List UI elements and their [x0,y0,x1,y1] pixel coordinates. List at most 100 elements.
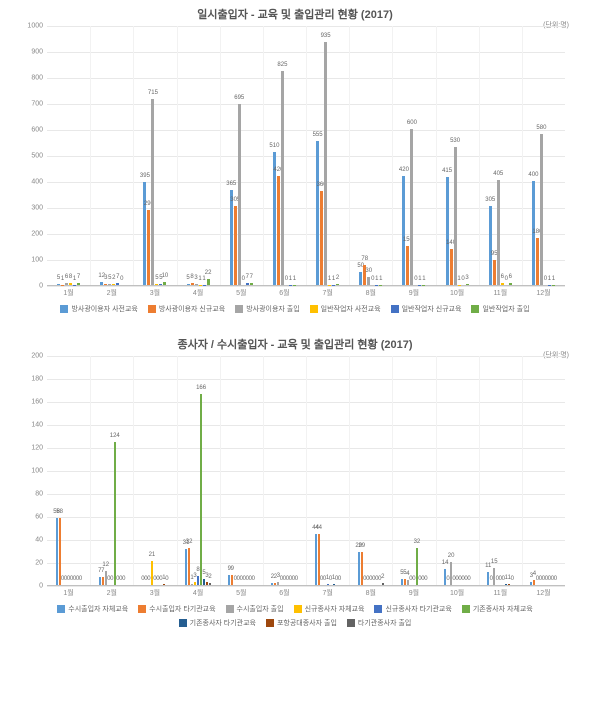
legend-swatch [57,605,65,613]
bar-value-label: 6 [509,274,512,280]
bar-value-label: 365 [226,181,236,187]
xtick-label: 5월 [220,286,263,298]
bar-value-label: 1 [552,276,555,282]
bar-value-label: 3 [465,275,468,281]
bar: 3 [277,582,279,585]
bar-value-label: 124 [110,433,120,439]
legend-swatch [374,605,382,613]
bar-value-label: 0 [252,576,255,582]
legend-swatch [226,605,234,613]
xtick-label: 9월 [392,586,435,598]
bar-group: 0002100010 [133,356,176,585]
legend-swatch [310,305,318,313]
bar-value-label: 0 [295,576,298,582]
ytick-label: 80 [19,491,43,498]
bar: 1 [333,584,335,585]
chart2-plot: 0204060801001201401601802005858000000077… [47,356,565,586]
chart1-title: 일시출입자 - 교육 및 출입관리 현황 (2017) [19,6,571,22]
xtick-label: 10월 [436,286,479,298]
bar: 825 [281,71,284,286]
legend-label: 방사광이용자 출입 [246,304,299,314]
ytick-label: 400 [19,179,43,186]
legend-label: 일반작업자 사전교육 [321,304,381,314]
legend-item: 기존종사자 타기관교육 [179,618,256,628]
bar-value-label: 7 [77,274,80,280]
legend-label: 일반작업자 신규교육 [402,304,462,314]
legend-swatch [60,305,68,313]
bar-value-label: 7 [116,274,119,280]
bar-value-label: 30 [365,268,372,274]
xtick-label: 4월 [177,286,220,298]
bar: 305 [234,206,237,285]
xtick-label: 2월 [90,286,133,298]
bar-value-label: 3 [104,275,107,281]
bar-value-label: 1 [61,276,64,282]
xtick-label: 4월 [177,586,220,598]
bar: 580 [540,134,543,285]
bar: 8 [191,283,194,285]
bar-value-label: 8 [69,274,72,280]
bar: 2 [112,284,115,285]
bar: 8 [197,576,199,585]
bar-value-label: 78 [361,256,368,262]
bar-value-label: 20 [448,553,455,559]
bar-value-label: 1 [418,276,421,282]
bar: 555 [316,141,319,285]
ytick-label: 300 [19,205,43,212]
legend-item: 일반작업자 사전교육 [310,304,381,314]
bar-value-label: 530 [450,138,460,144]
legend-label: 기존종사자 타기관교육 [190,618,256,628]
xtick-label: 12월 [522,586,565,598]
bar-value-label: 2 [112,275,115,281]
ytick-label: 700 [19,101,43,108]
bar: 290 [147,210,150,285]
bar: 1 [327,584,329,585]
bar-value-label: 1 [332,276,335,282]
bar: 420 [402,176,405,285]
ytick-label: 100 [19,257,43,264]
ytick-label: 0 [19,283,43,290]
bar: 7 [246,283,249,285]
bar-value-label: 2 [381,574,384,580]
bar-group: 30595405606 [479,26,522,285]
ytick-label: 20 [19,560,43,567]
bar-group: 555360935112 [306,26,349,285]
bar-value-label: 0 [371,276,374,282]
bar-value-label: 6 [65,274,68,280]
bar: 405 [497,180,500,285]
legend-swatch [347,619,355,627]
bar: 6 [509,283,512,285]
bar-value-label: 0 [285,276,288,282]
xtick-label: 3월 [133,286,176,298]
bar-value-label: 1 [293,276,296,282]
bar: 2 [382,583,384,585]
bar-group: 3952907155510 [133,26,176,285]
chart1-container: 일시출입자 - 교육 및 출입관리 현황 (2017) (단위:명) 01002… [15,0,575,320]
bar: 5 [203,579,205,585]
xtick-label: 3월 [133,586,176,598]
bar: 150 [406,246,409,285]
bar-value-label: 29 [358,543,365,549]
bar-value-label: 32 [414,539,421,545]
bar-value-label: 695 [234,95,244,101]
ytick-label: 900 [19,49,43,56]
xtick-label: 8월 [349,286,392,298]
chart1-plot: 0100200300400500600700800900100051681712… [47,26,565,286]
bar: 124 [114,442,116,585]
bar-group: 5540032000 [392,356,435,585]
bar-value-label: 1 [202,276,205,282]
bar: 5 [401,579,403,585]
bar: 530 [454,147,457,285]
bar-value-label: 0 [414,276,417,282]
bar-group: 58580000000 [47,356,90,585]
bar: 8 [69,283,72,285]
bar: 420 [277,176,280,285]
chart2-title: 종사자 / 수시출입자 - 교육 및 출입관리 현황 (2017) [19,336,571,352]
bar-value-label: 0 [338,576,341,582]
bar: 1 [163,584,165,585]
bar: 305 [489,206,492,285]
bar-value-label: 6 [501,274,504,280]
bar: 12 [100,282,103,285]
bar: 715 [151,99,154,285]
bar-value-label: 7 [246,274,249,280]
